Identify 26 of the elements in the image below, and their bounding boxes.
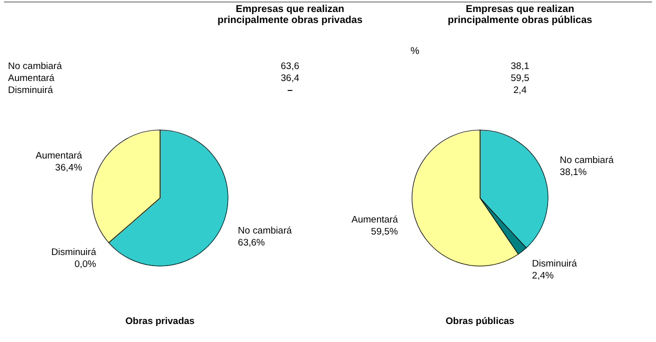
category-label: No cambiará (8, 61, 63, 72)
category-label: Disminuirá (8, 85, 54, 96)
data-label: 2,4 (513, 85, 527, 96)
slice-label: No cambiará (238, 225, 292, 236)
data-label: 59,5% (371, 226, 399, 238)
text: Empresas que realizan principalmente obras públicas (448, 4, 593, 26)
data-label: 59,5 (510, 73, 530, 84)
text: Obras públicas (446, 316, 514, 327)
category-label: Disminuirá (51, 247, 96, 258)
slice-label: Disminuirá (532, 258, 578, 270)
slice-label: Aumentará (351, 214, 399, 226)
data-label: 38,1 (510, 61, 530, 72)
category-label: Aumentará (8, 73, 56, 84)
text: 0,0% (74, 259, 96, 270)
text: Empresas que realizan principalmente obras privadas (217, 4, 363, 26)
data-label: 2,4% (532, 270, 554, 282)
data-label: 63,6% (238, 237, 266, 248)
data-label: 36,4 (280, 73, 300, 84)
text: Obras privadas (125, 316, 195, 327)
data-label: 38,1% (560, 167, 588, 178)
data-label: 63,6 (280, 61, 300, 72)
text: % (410, 46, 420, 57)
data-label: – (287, 85, 293, 96)
slice-label: No cambiará (560, 155, 614, 166)
data-label: 36,4% (55, 162, 83, 174)
slice-label: Aumentará (36, 150, 83, 162)
